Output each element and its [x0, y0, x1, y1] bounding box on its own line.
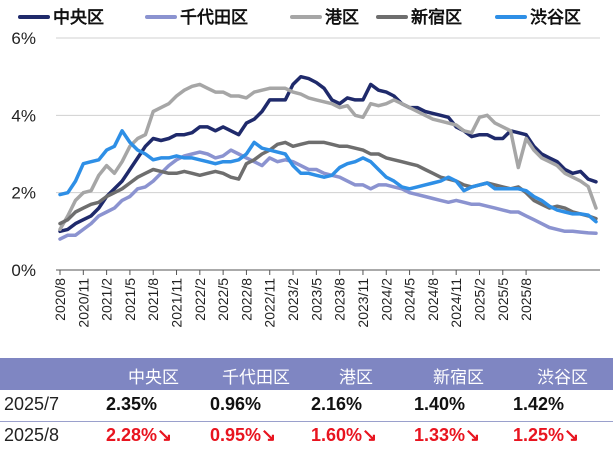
legend-label: 渋谷区: [530, 7, 581, 28]
table-cell: 2.16%: [311, 394, 363, 414]
chart-axes: 0% 2% 4% 6% 2020/8 2020/11 2021/2 2021/5 2021/8 2…: [11, 29, 600, 328]
line-chart: 0% 2% 4% 6% 2020/8 2020/11 2021/2 2021/5 2021/8 2…: [11, 7, 600, 328]
x-tick-label: 2022/11: [262, 278, 278, 328]
x-tick-label: 2020/11: [75, 278, 91, 328]
x-tick-label: 2024/8: [425, 278, 441, 321]
header-cell: 港区: [339, 368, 373, 388]
x-tick-label: 2025/2: [471, 278, 487, 321]
series-line: [58, 82, 598, 232]
x-tick-label: 2020/8: [52, 278, 68, 321]
y-tick-label: 4%: [11, 106, 36, 125]
y-tick-label: 2%: [11, 184, 36, 203]
header-cell: 千代田区: [222, 368, 290, 388]
table-cell: 2.35%: [106, 394, 158, 414]
table-cell: 1.60%↘: [311, 425, 378, 445]
x-tick-label: 2022/5: [215, 278, 231, 321]
x-tick-label: 2021/11: [169, 278, 185, 328]
x-tick-label: 2025/5: [495, 278, 511, 321]
table-cell: 1.33%↘: [414, 425, 481, 445]
series-line: [58, 129, 598, 224]
x-tick-label: 2021/2: [99, 278, 115, 321]
x-tick-label: 2021/5: [122, 278, 138, 321]
x-tick-label: 2023/11: [355, 278, 371, 328]
table-row: 2025/7 2.35% 0.96% 2.16% 1.40% 1.42%: [0, 391, 613, 421]
series-line: [58, 148, 598, 241]
header-cell: 新宿区: [433, 368, 484, 388]
x-tick-label: 2024/2: [378, 278, 394, 321]
legend-label: 新宿区: [411, 7, 462, 28]
series-line: [58, 74, 598, 234]
x-tick-label: 2023/5: [308, 278, 324, 321]
x-tick-label: 2024/5: [402, 278, 418, 321]
row-label: 2025/8: [4, 425, 60, 445]
row-label: 2025/7: [4, 394, 60, 414]
chart-grid: [56, 37, 600, 194]
table-row: 2025/8 2.28%↘ 0.95%↘ 1.60%↘ 1.33%↘ 1.25%…: [0, 422, 613, 452]
legend-label: 中央区: [53, 7, 104, 28]
table-header: 中央区 千代田区 港区 新宿区 渋谷区: [0, 358, 613, 390]
y-tick-label: 0%: [11, 261, 36, 280]
legend-label: 千代田区: [180, 7, 248, 28]
table-cell: 1.42%: [513, 394, 565, 414]
table-cell: 1.25%↘: [513, 425, 580, 445]
table-cell: 1.40%: [414, 394, 466, 414]
header-cell: 渋谷区: [537, 368, 588, 388]
table-cell: 2.28%↘: [106, 425, 173, 445]
x-tick-label: 2022/8: [238, 278, 254, 321]
legend-label: 港区: [325, 7, 359, 28]
x-tick-label: 2022/2: [192, 278, 208, 321]
x-tick-label: 2025/8: [518, 278, 534, 321]
chart-legend: 中央区 千代田区 港区 新宿区 渋谷区: [18, 7, 581, 28]
x-tick-label: 2024/11: [448, 278, 464, 328]
table-cell: 0.95%↘: [210, 425, 277, 445]
x-tick-label: 2021/8: [145, 278, 161, 321]
table-cell: 0.96%: [210, 394, 262, 414]
y-tick-label: 6%: [11, 29, 36, 48]
chart-series: [58, 74, 598, 241]
row-divider: [0, 421, 613, 422]
x-tick-label: 2023/8: [332, 278, 348, 321]
x-tick-label: 2023/2: [285, 278, 301, 321]
header-cell: 中央区: [128, 368, 179, 388]
